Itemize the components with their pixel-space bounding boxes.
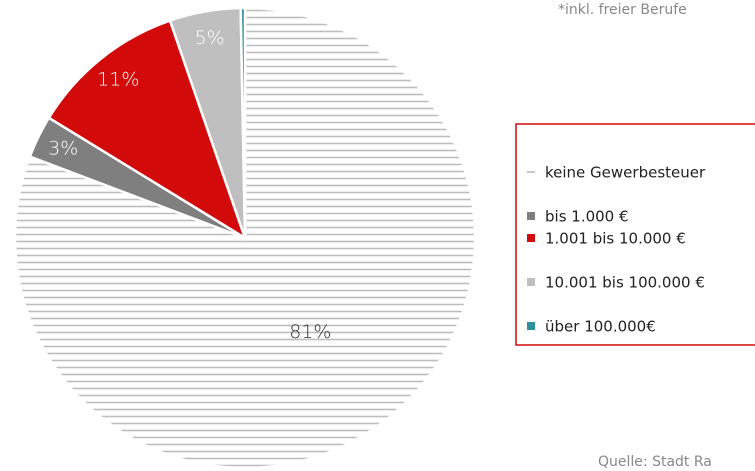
legend-label: keine Gewerbesteuer (545, 164, 706, 182)
data-label: 81% (289, 321, 331, 343)
legend-marker (527, 278, 535, 286)
legend-label: bis 1.000 € (545, 208, 629, 226)
legend-label: 1.001 bis 10.000 € (545, 230, 686, 248)
legend-marker (527, 234, 535, 242)
note: *inkl. freier Berufe (558, 2, 687, 18)
legend-label: 10.001 bis 100.000 € (545, 274, 705, 292)
pie-slice (47, 18, 248, 241)
source: Quelle: Stadt Ra (598, 454, 712, 470)
legend-box (515, 123, 755, 346)
data-label: 11% (97, 69, 139, 91)
data-label: 3% (48, 137, 78, 159)
legend-label: über 100.000€ (545, 318, 656, 336)
data-label: 5% (195, 27, 225, 49)
legend-marker (527, 322, 535, 330)
legend-marker (527, 212, 535, 220)
pie-slice (239, 6, 247, 239)
